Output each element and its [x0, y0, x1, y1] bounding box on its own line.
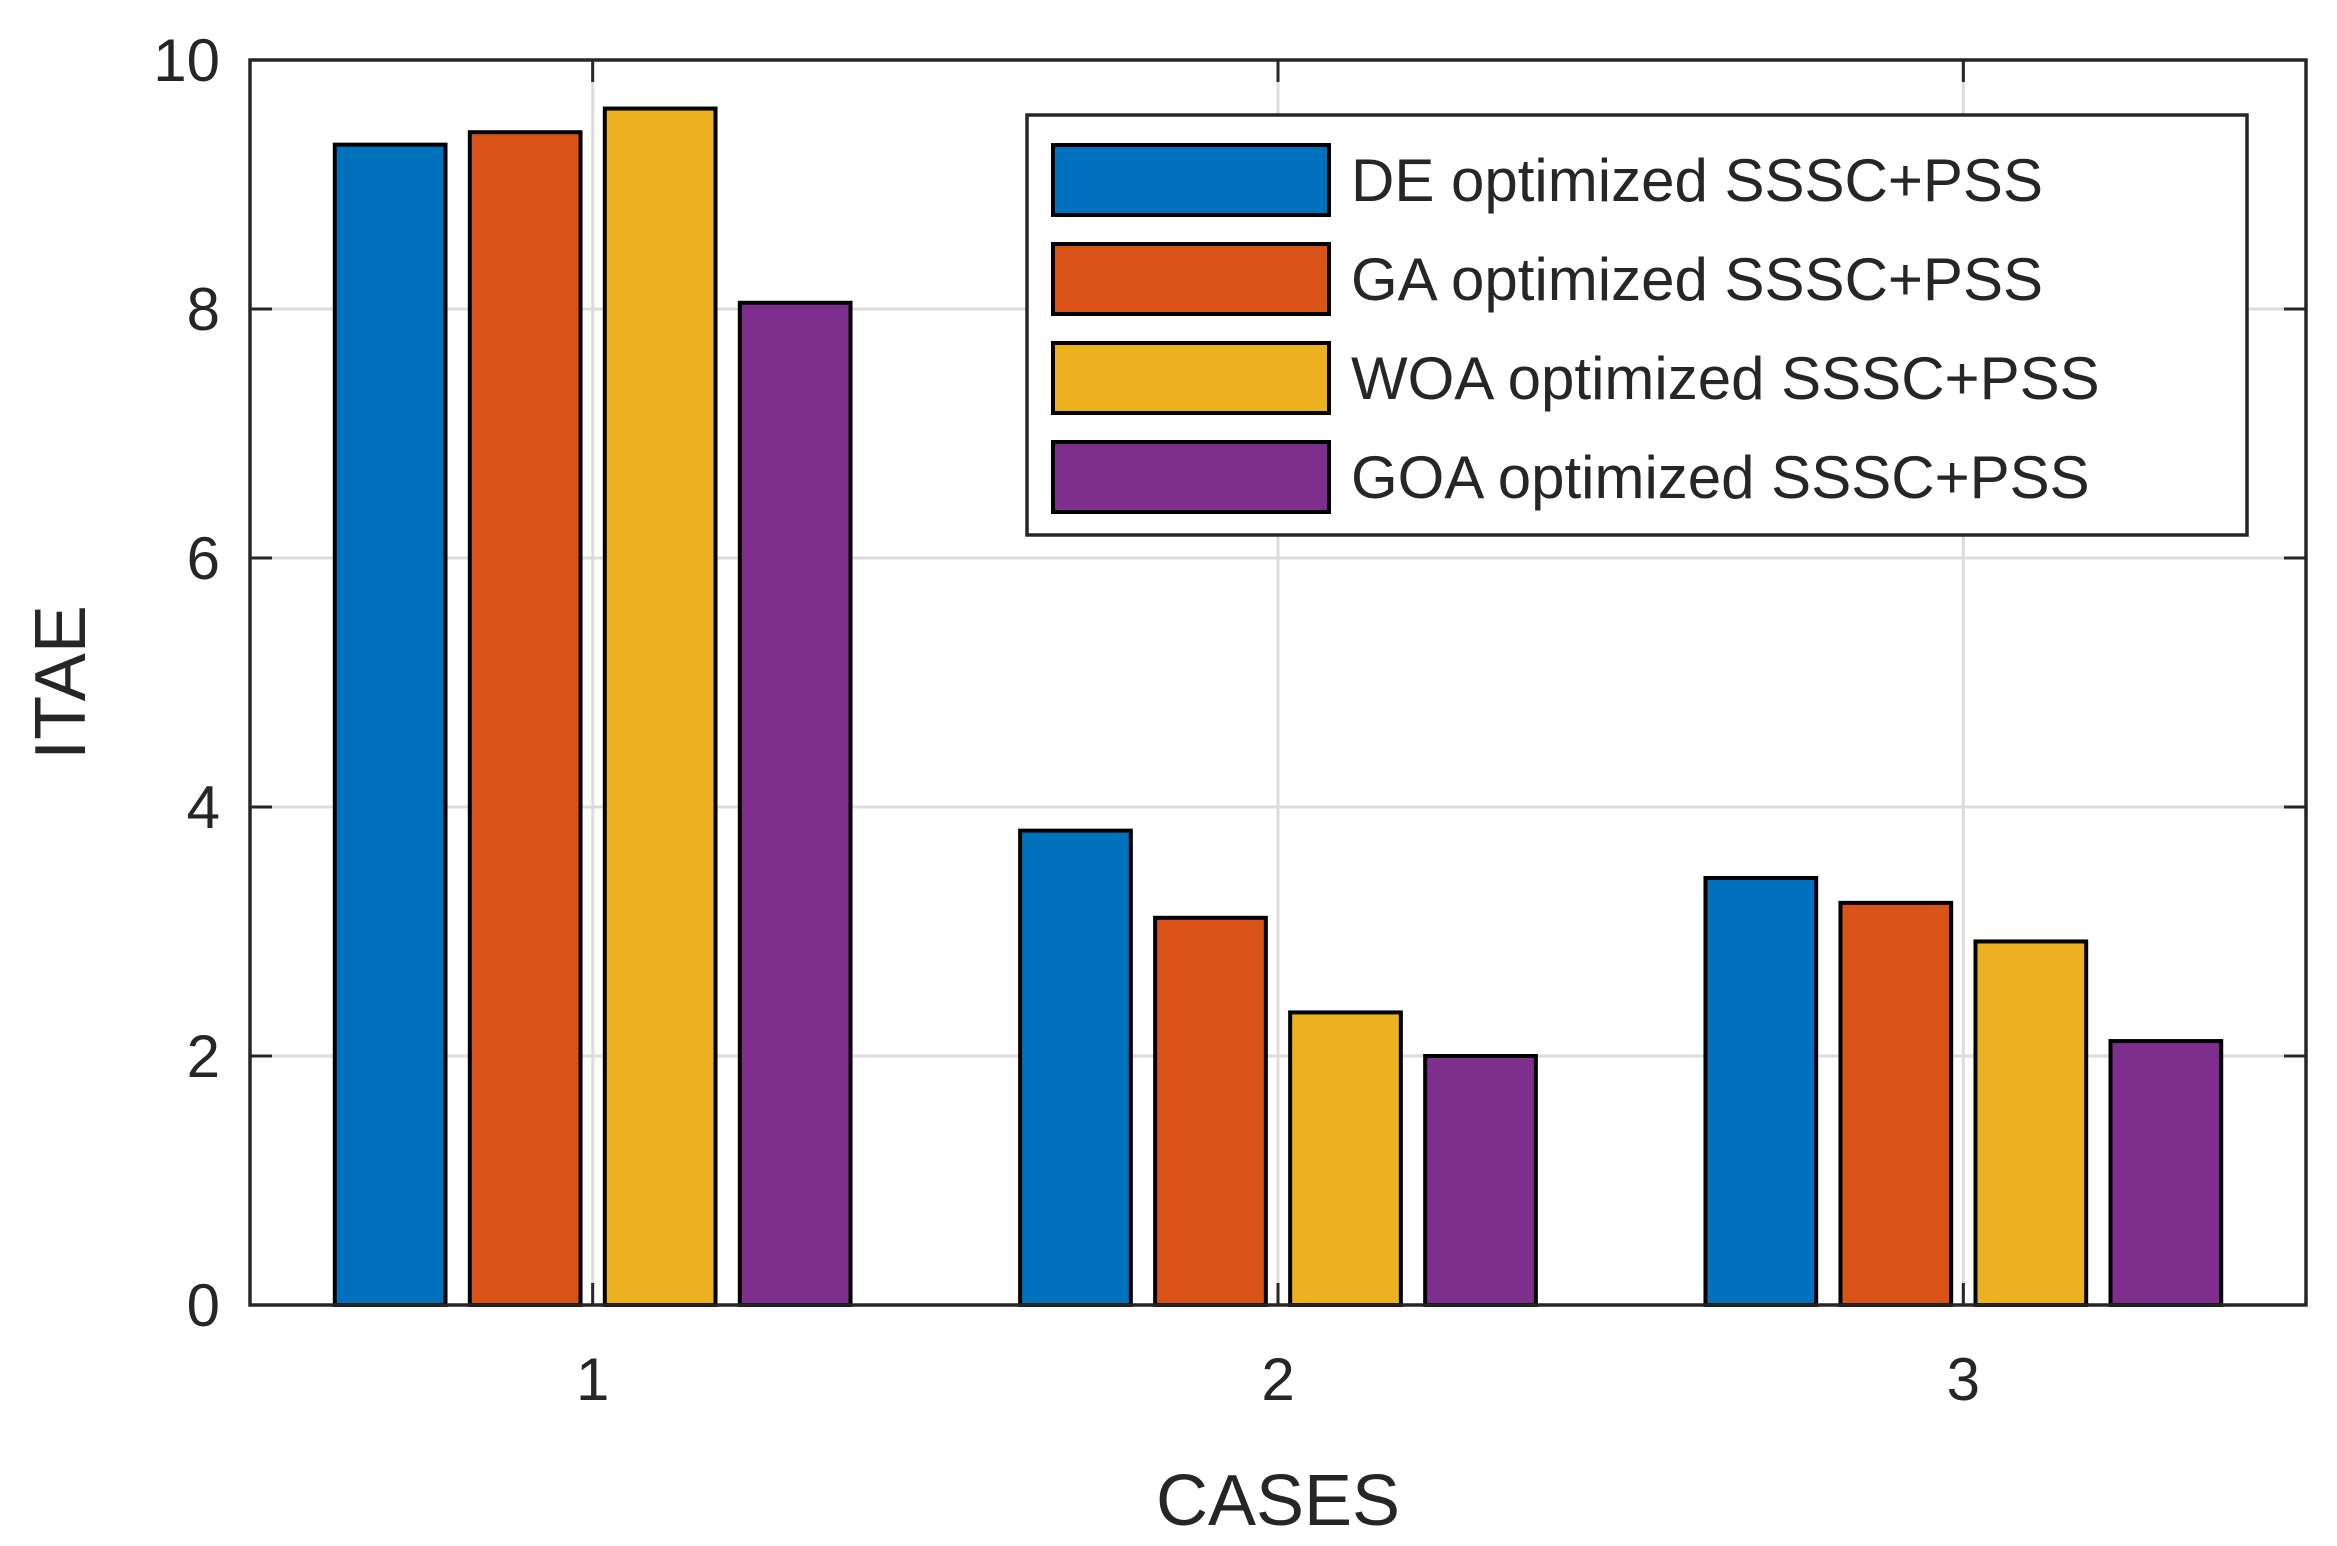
legend-swatch-1	[1051, 143, 1331, 217]
y-tick-label: 2	[187, 1023, 220, 1090]
legend: DE optimized SSSC+PSS GA optimized SSSC+P…	[1025, 113, 2249, 537]
legend-swatch-4	[1051, 440, 1331, 514]
plot-frame	[248, 58, 2308, 1307]
x-tick-label: 3	[1947, 1346, 1980, 1413]
bar-1-case-1	[332, 142, 448, 1307]
legend-swatch-2	[1051, 242, 1331, 316]
bar-3-case-3	[1973, 939, 2089, 1308]
bar-2-case-1	[467, 130, 583, 1308]
legend-label-2: GA optimized SSSC+PSS	[1351, 246, 2043, 313]
x-axis-title: CASES	[1156, 1461, 1400, 1541]
bar-1-case-2	[1018, 828, 1133, 1308]
x-tick-label: 1	[576, 1346, 609, 1413]
legend-label-3: WOA optimized SSSC+PSS	[1351, 345, 2100, 412]
bar-3-case-1	[602, 106, 718, 1307]
y-tick-label: 6	[187, 525, 220, 592]
y-tick-label: 10	[153, 27, 220, 94]
bar-3-case-2	[1288, 1010, 1403, 1307]
bar-1-case-3	[1703, 875, 1819, 1308]
y-tick-label: 0	[187, 1272, 220, 1339]
bar-2-case-3	[1838, 900, 1954, 1307]
bar-4-case-2	[1423, 1054, 1538, 1307]
bar-2-case-2	[1153, 915, 1268, 1307]
y-tick-label: 8	[187, 276, 220, 343]
bar-4-case-3	[2108, 1039, 2224, 1308]
x-tick-label: 2	[1261, 1346, 1294, 1413]
axes	[248, 58, 2308, 1307]
legend-label-1: DE optimized SSSC+PSS	[1351, 147, 2043, 214]
legend-swatch-3	[1051, 341, 1331, 415]
bar-4-case-1	[737, 300, 853, 1307]
legend-label-4: GOA optimized SSSC+PSS	[1351, 444, 2090, 511]
y-tick-label: 4	[187, 774, 220, 841]
y-axis-title: ITAE	[21, 605, 101, 760]
